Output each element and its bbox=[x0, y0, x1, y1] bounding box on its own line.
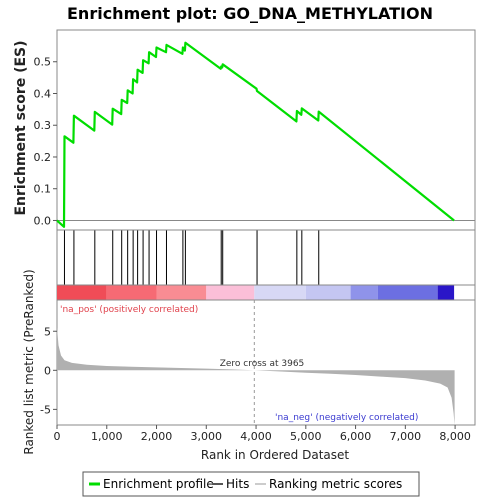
x-tick-label: 5,000 bbox=[290, 430, 322, 443]
x-tick-label: 7,000 bbox=[390, 430, 422, 443]
es-tick-label: 0.5 bbox=[34, 56, 52, 69]
metric-tick-label: 0 bbox=[44, 364, 51, 377]
colorbar-layer bbox=[57, 286, 454, 300]
x-tick-label: 6,000 bbox=[340, 430, 372, 443]
x-tick-label: 0 bbox=[54, 430, 61, 443]
x-axis-label: Rank in Ordered Dataset bbox=[201, 448, 349, 462]
es-tick-label: 0.1 bbox=[34, 183, 52, 196]
hits-panel bbox=[57, 230, 475, 285]
colorbar-segment bbox=[107, 286, 157, 300]
colorbar-segment bbox=[378, 286, 438, 300]
es-tick-label: 0.3 bbox=[34, 119, 52, 132]
legend: Enrichment profile Hits Ranking metric s… bbox=[83, 472, 419, 496]
x-tick-label: 8,000 bbox=[439, 430, 471, 443]
es-tick-label: 0.2 bbox=[34, 151, 52, 164]
neg-label: 'na_neg' (negatively correlated) bbox=[275, 413, 418, 423]
chart-title: Enrichment plot: GO_DNA_METHYLATION bbox=[67, 4, 433, 23]
metric-tick-label: 5 bbox=[44, 325, 51, 338]
colorbar-segment bbox=[157, 286, 207, 300]
x-tick-label: 2,000 bbox=[141, 430, 173, 443]
colorbar-segment bbox=[206, 286, 254, 300]
es-axis-label: Enrichment score (ES) bbox=[13, 40, 29, 215]
colorbar-segment bbox=[351, 286, 378, 300]
metric-axis-label: Ranked list metric (PreRanked) bbox=[22, 269, 36, 454]
legend-hits: Hits bbox=[226, 477, 249, 491]
pos-label: 'na_pos' (positively correlated) bbox=[60, 305, 198, 315]
x-tick-label: 1,000 bbox=[91, 430, 123, 443]
colorbar-segment bbox=[438, 286, 454, 300]
es-panel bbox=[57, 30, 475, 230]
axes-layer: 0 1,000 2,000 3,000 4,000 5,000 6,000 7,000 8,00… bbox=[54, 425, 471, 443]
colorbar-segment bbox=[57, 286, 107, 300]
colorbar-segment bbox=[306, 286, 351, 300]
x-tick-label: 3,000 bbox=[191, 430, 223, 443]
es-tick-label: 0.0 bbox=[34, 214, 52, 227]
colorbar-segment bbox=[254, 286, 306, 300]
es-tick-label: 0.4 bbox=[34, 87, 52, 100]
metric-tick-label: -5 bbox=[40, 403, 51, 416]
legend-enrichment-profile: Enrichment profile bbox=[103, 477, 214, 491]
x-tick-label: 4,000 bbox=[240, 430, 272, 443]
zero-cross-label: Zero cross at 3965 bbox=[220, 359, 305, 369]
legend-ranking-metric: Ranking metric scores bbox=[269, 477, 402, 491]
